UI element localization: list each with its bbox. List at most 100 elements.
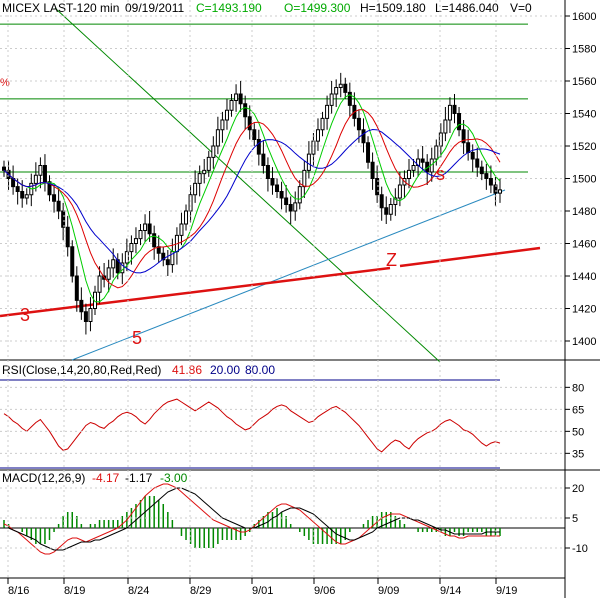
candle-body — [2, 166, 6, 171]
candle-body — [470, 152, 475, 160]
header-symbol: MICEX LAST-120 min — [2, 1, 119, 15]
candle-body — [143, 223, 148, 231]
candle-body — [293, 202, 298, 212]
price-tick-label: 1440 — [572, 271, 596, 283]
candle-body — [334, 87, 339, 95]
candle-body — [138, 230, 143, 240]
candle-body — [106, 267, 111, 280]
candle-body — [452, 104, 457, 114]
candle-body — [211, 145, 216, 158]
macd-value: -4.17 — [92, 471, 120, 485]
moving-average-line — [3, 109, 501, 289]
candle-body — [375, 178, 380, 196]
macd-axis: 20 5 -10 — [0, 483, 588, 555]
candle-body — [42, 165, 47, 183]
candle-body — [288, 204, 293, 212]
candle-body — [370, 161, 375, 179]
date-tick-label: 8/29 — [190, 585, 211, 597]
candle-body — [24, 194, 29, 199]
date-tick-label: 8/24 — [128, 585, 149, 597]
candle-body — [20, 191, 25, 199]
candle-body — [229, 100, 234, 111]
price-tick-label: 1520 — [572, 141, 596, 153]
candle-body — [247, 116, 252, 131]
candle-body — [15, 186, 20, 192]
macd-tick-label: 20 — [572, 483, 584, 495]
price-tick-label: 1580 — [572, 44, 596, 56]
candle-body — [420, 158, 425, 163]
header-high: H=1509.180 — [360, 1, 426, 15]
candle-body — [129, 243, 134, 253]
price-tick-label: 1460 — [572, 239, 596, 251]
candle-body — [356, 117, 361, 131]
price-tick-label: 1560 — [572, 76, 596, 88]
candle-body — [256, 139, 261, 155]
candle-body — [484, 173, 489, 179]
wave-label-5: 5 — [132, 328, 142, 348]
candle-body — [329, 93, 334, 106]
candle-body — [147, 223, 152, 235]
candle-body — [306, 153, 311, 171]
candle-body — [466, 142, 471, 153]
green-downtrend-line — [54, 7, 441, 363]
candle-body — [206, 156, 211, 171]
candle-body — [83, 311, 88, 322]
candle-body — [243, 103, 248, 118]
candle-body — [384, 207, 389, 215]
candle-body — [33, 174, 38, 184]
date-tick-label: 9/09 — [378, 585, 399, 597]
candle-body — [215, 129, 220, 147]
rsi-tick-label: 65 — [572, 404, 584, 416]
header-date: 09/19/2011 — [125, 1, 184, 15]
wave-label-3: 3 — [20, 305, 30, 325]
header-open: O=1499.300 — [284, 1, 351, 15]
rsi-tick-label: 50 — [572, 426, 584, 438]
candle-body — [124, 251, 129, 264]
candle-body — [388, 204, 393, 215]
macd-hist-value: -3.00 — [160, 471, 188, 485]
grid-lines — [0, 15, 565, 342]
price-candles — [2, 72, 502, 335]
rsi-tick-label: 35 — [572, 448, 584, 460]
candle-body — [343, 83, 348, 93]
date-tick-label: 9/06 — [314, 585, 335, 597]
macd-tick-label: 5 — [572, 513, 578, 525]
candle-body — [320, 117, 325, 131]
header-close: C=1493.190 — [196, 1, 262, 15]
candle-body — [279, 191, 284, 199]
date-tick-label: 8/16 — [8, 585, 29, 597]
macd-histogram — [3, 496, 501, 548]
candle-body — [111, 259, 116, 269]
macd-signal-value: -1.17 — [125, 471, 153, 485]
date-tick-label: 8/19 — [64, 585, 85, 597]
candle-body — [74, 275, 79, 301]
candle-body — [479, 166, 484, 175]
price-axis: 1600 1580 1560 1540 1520 1500 1480 1460 1440 1420… — [565, 11, 596, 348]
trend-lines — [0, 7, 541, 363]
candle-body — [97, 275, 102, 293]
header-volume: V=0 — [510, 1, 532, 15]
candle-body — [297, 186, 302, 204]
date-tick-label: 9/14 — [440, 585, 461, 597]
candle-body — [52, 194, 57, 202]
rsi-value: 41.86 — [172, 363, 202, 377]
candle-body — [475, 158, 480, 168]
candle-body — [56, 200, 61, 212]
candle-body — [493, 184, 498, 194]
candle-body — [188, 194, 193, 212]
candle-body — [265, 165, 270, 179]
header-low: L=1486.040 — [435, 1, 499, 15]
candle-body — [47, 181, 52, 196]
candle-body — [457, 113, 462, 131]
price-tick-label: 1480 — [572, 206, 596, 218]
red-trend-line-right — [399, 246, 541, 268]
candle-body — [61, 210, 66, 228]
candle-body — [379, 194, 384, 209]
price-tick-label: 1420 — [572, 304, 596, 316]
candle-body — [361, 129, 366, 144]
candle-body — [220, 119, 225, 131]
rsi-tick-label: 80 — [572, 382, 584, 394]
candle-body — [443, 119, 448, 134]
